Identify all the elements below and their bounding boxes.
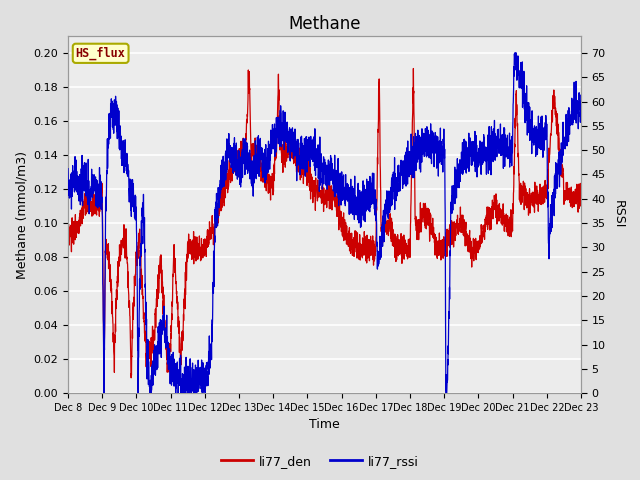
Y-axis label: RSSI: RSSI	[612, 200, 625, 229]
X-axis label: Time: Time	[309, 419, 340, 432]
Legend: li77_den, li77_rssi: li77_den, li77_rssi	[216, 450, 424, 473]
Title: Methane: Methane	[288, 15, 361, 33]
Y-axis label: Methane (mmol/m3): Methane (mmol/m3)	[15, 151, 28, 278]
Text: HS_flux: HS_flux	[76, 47, 125, 60]
